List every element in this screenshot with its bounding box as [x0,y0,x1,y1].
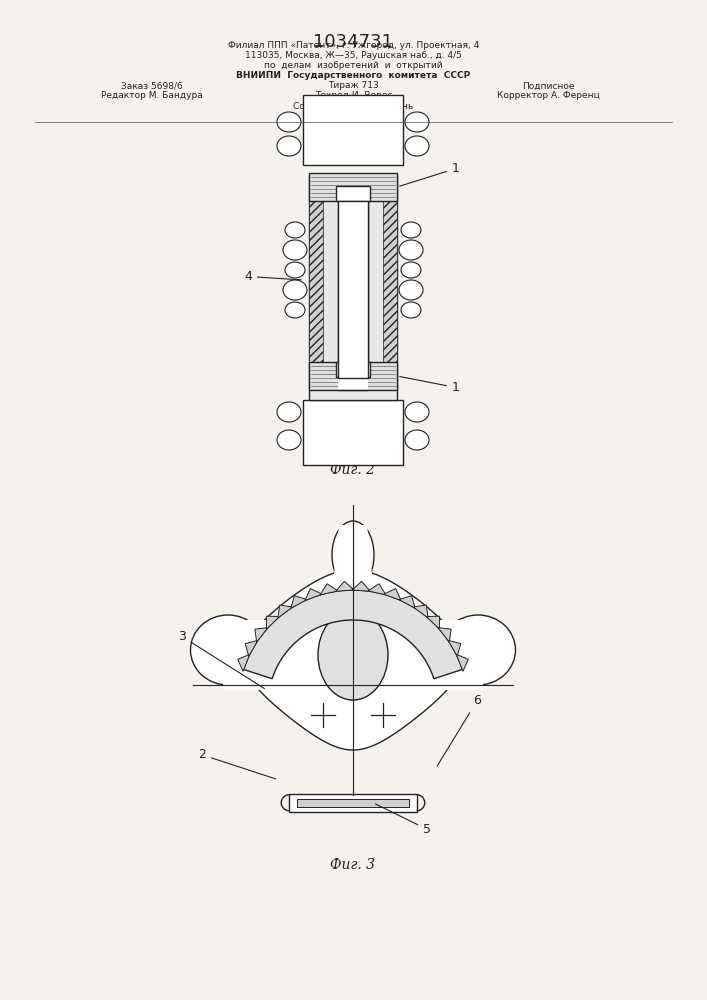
Text: 1034731: 1034731 [313,33,393,51]
Ellipse shape [332,521,374,589]
Polygon shape [245,640,258,656]
Polygon shape [352,581,370,591]
Polygon shape [305,589,322,601]
Polygon shape [456,654,468,671]
Bar [338,201,368,378]
Polygon shape [399,596,415,608]
Ellipse shape [283,280,307,300]
Ellipse shape [285,222,305,238]
Bar [297,799,409,807]
Text: ВНИИПИ  Государственного  комитета  СССР: ВНИИПИ Государственного комитета СССР [236,71,471,80]
Text: Редактор М. Бандура: Редактор М. Бандура [101,92,203,101]
Text: 1: 1 [399,162,460,186]
Polygon shape [336,581,354,591]
Ellipse shape [277,402,301,422]
Polygon shape [255,628,268,642]
Ellipse shape [190,615,266,685]
Bar [309,175,397,400]
Polygon shape [291,596,307,608]
Text: Фиг. 2: Фиг. 2 [330,463,375,477]
Ellipse shape [277,112,301,132]
Text: 4: 4 [244,270,301,283]
Polygon shape [278,605,293,618]
Text: 6: 6 [437,694,481,766]
Polygon shape [223,620,288,690]
Polygon shape [384,589,401,601]
Bar [303,95,403,165]
Ellipse shape [401,262,421,278]
Ellipse shape [283,240,307,260]
Polygon shape [244,590,462,679]
Ellipse shape [285,302,305,318]
Text: 113035, Москва, Ж—35, Раушская наб., д. 4/5: 113035, Москва, Ж—35, Раушская наб., д. … [245,51,462,60]
Bar [309,362,397,390]
Polygon shape [243,570,463,750]
Text: Составитель В. Головань: Составитель В. Головань [293,102,414,111]
Ellipse shape [399,240,423,260]
Bar [336,362,370,377]
Text: Фиг. 3: Фиг. 3 [330,858,375,872]
Polygon shape [267,616,279,629]
Polygon shape [438,628,451,642]
Polygon shape [418,620,483,690]
Bar [383,180,397,390]
Bar [303,400,403,465]
Bar [309,180,323,390]
Ellipse shape [318,610,388,700]
Ellipse shape [399,280,423,300]
Ellipse shape [277,430,301,450]
Polygon shape [414,605,428,618]
Ellipse shape [285,262,305,278]
Text: 2: 2 [198,748,276,779]
Bar [309,173,397,201]
Bar [338,201,368,389]
Text: по  делам  изобретений  и  открытий: по делам изобретений и открытий [264,62,443,70]
Polygon shape [426,616,440,629]
Text: 5: 5 [375,804,431,836]
Polygon shape [238,654,250,671]
Ellipse shape [440,615,515,685]
Ellipse shape [405,430,429,450]
Polygon shape [333,525,373,590]
Ellipse shape [277,136,301,156]
Polygon shape [320,584,338,595]
Ellipse shape [401,222,421,238]
Polygon shape [448,640,461,656]
Text: 3: 3 [178,630,264,689]
Ellipse shape [401,302,421,318]
Bar [289,794,416,812]
Text: Филиал ППП «Патент», г. Ужгород, ул. Проектная, 4: Филиал ППП «Патент», г. Ужгород, ул. Про… [228,41,479,50]
Bar [336,186,370,201]
Ellipse shape [405,402,429,422]
Bar [338,180,368,390]
Text: Подписное: Подписное [522,82,574,91]
Text: Корректор А. Ференц: Корректор А. Ференц [496,92,600,101]
Polygon shape [368,584,386,595]
Ellipse shape [405,136,429,156]
Text: 1: 1 [399,377,460,394]
Text: Заказ 5698/6: Заказ 5698/6 [121,82,183,91]
Text: Тираж 713: Тираж 713 [328,82,379,91]
Text: Техред И. Верес: Техред И. Верес [315,92,392,101]
Ellipse shape [405,112,429,132]
